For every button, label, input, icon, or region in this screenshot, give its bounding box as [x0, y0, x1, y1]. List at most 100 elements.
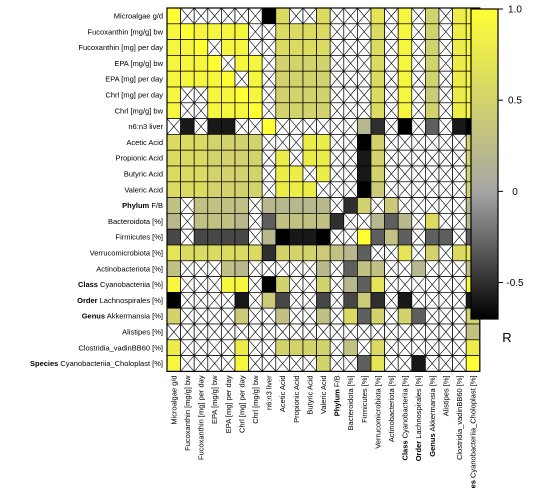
- heatmap-cell: [397, 213, 413, 230]
- non-significant-cross: [261, 323, 277, 340]
- heatmap-cell: [452, 23, 467, 40]
- non-significant-cross: [370, 323, 385, 340]
- non-significant-cross: [207, 7, 222, 24]
- heatmap-cell: [248, 102, 263, 119]
- column-label: n6:n3 liver: [265, 375, 274, 410]
- heatmap-cell: [411, 355, 426, 372]
- non-significant-cross: [343, 165, 358, 182]
- heatmap-cell: [221, 165, 236, 183]
- non-significant-cross: [180, 355, 195, 372]
- heatmap-cell: [275, 276, 290, 293]
- non-significant-cross: [261, 181, 277, 198]
- heatmap-cell: [261, 276, 277, 293]
- heatmap-cell: [193, 149, 209, 167]
- heatmap-cell: [248, 149, 263, 167]
- heatmap-cell: [452, 70, 467, 88]
- heatmap-cell: [193, 134, 209, 151]
- non-significant-cross: [193, 355, 209, 372]
- non-significant-cross: [438, 7, 453, 24]
- heatmap-cell: [275, 307, 290, 325]
- non-significant-cross: [452, 355, 467, 372]
- colorbar: 1.0 0.5 0 -0.5 R: [470, 5, 524, 345]
- non-significant-cross: [248, 323, 263, 340]
- heatmap-cell: [221, 86, 236, 104]
- heatmap-cell: [166, 228, 181, 246]
- colorbar-gradient: [470, 8, 499, 320]
- heatmap-cell: [221, 213, 236, 230]
- non-significant-cross: [438, 197, 453, 214]
- non-significant-cross: [221, 55, 236, 72]
- heatmap-cell: [384, 197, 399, 214]
- heatmap-cell: [275, 55, 290, 72]
- heatmap-cell: [166, 102, 181, 119]
- heatmap-cell: [207, 244, 222, 262]
- non-significant-cross: [329, 71, 345, 88]
- non-significant-cross: [425, 339, 440, 356]
- non-significant-cross: [180, 323, 195, 340]
- heatmap-cell: [234, 197, 249, 214]
- non-significant-cross: [207, 276, 222, 293]
- non-significant-cross: [425, 260, 440, 277]
- non-significant-cross: [275, 323, 290, 340]
- heatmap-cell: [234, 244, 249, 262]
- heatmap-cell: [221, 134, 236, 151]
- column-label: Actinobacteriota [%]: [387, 375, 396, 442]
- heatmap-cell: [166, 213, 181, 230]
- heatmap-cell: [370, 213, 385, 230]
- heatmap-cell: [166, 339, 181, 356]
- non-significant-cross: [384, 339, 399, 356]
- non-significant-cross: [329, 86, 345, 103]
- row-label: Fucoxanthin [mg/g] bw: [88, 27, 164, 36]
- heatmap-cell: [316, 213, 331, 230]
- heatmap-cell: [316, 228, 331, 246]
- heatmap-cell: [370, 134, 385, 151]
- heatmap-cell: [180, 149, 195, 167]
- heatmap-cell: [207, 70, 222, 88]
- row-label: n6:n3 liver: [128, 122, 163, 131]
- non-significant-cross: [384, 86, 399, 103]
- non-significant-cross: [438, 118, 453, 135]
- non-significant-cross: [193, 292, 209, 309]
- non-significant-cross: [248, 197, 263, 214]
- non-significant-cross: [425, 323, 440, 340]
- heatmap-cell: [275, 7, 290, 25]
- non-significant-cross: [438, 86, 453, 103]
- non-significant-cross: [397, 339, 413, 356]
- heatmap-cell: [452, 118, 467, 135]
- heatmap-cell: [438, 228, 453, 246]
- heatmap-cell: [316, 102, 331, 119]
- heatmap-cell: [289, 102, 304, 119]
- heatmap-cell: [166, 181, 181, 198]
- heatmap-cell: [275, 213, 290, 230]
- non-significant-cross: [452, 339, 467, 356]
- non-significant-cross: [384, 39, 399, 56]
- non-significant-cross: [343, 23, 358, 40]
- heatmap-cell: [316, 55, 331, 72]
- non-significant-cross: [411, 292, 426, 309]
- heatmap-cells: [166, 7, 481, 372]
- heatmap-cell: [289, 181, 304, 198]
- non-significant-cross: [316, 118, 331, 135]
- non-significant-cross: [234, 323, 249, 340]
- heatmap-cell: [234, 165, 249, 183]
- row-label: Verrucomicrobiota [%]: [90, 249, 163, 258]
- row-label: Propionic Acid: [115, 154, 163, 163]
- non-significant-cross: [384, 308, 399, 325]
- non-significant-cross: [329, 197, 345, 214]
- row-label: EPA [mg/g] bw: [114, 59, 163, 68]
- non-significant-cross: [234, 118, 249, 135]
- non-significant-cross: [438, 244, 453, 261]
- non-significant-cross: [289, 7, 304, 24]
- heatmap-cell: [302, 70, 317, 88]
- row-label: Chrl [mg/g] bw: [115, 106, 164, 115]
- heatmap-cell: [397, 228, 413, 246]
- heatmap-cell: [180, 39, 195, 56]
- heatmap-cell: [370, 149, 385, 167]
- heatmap-cell: [275, 86, 290, 104]
- non-significant-cross: [357, 39, 372, 56]
- heatmap-cell: [289, 86, 304, 104]
- non-significant-cross: [234, 7, 249, 24]
- non-significant-cross: [289, 150, 304, 167]
- non-significant-cross: [411, 213, 426, 230]
